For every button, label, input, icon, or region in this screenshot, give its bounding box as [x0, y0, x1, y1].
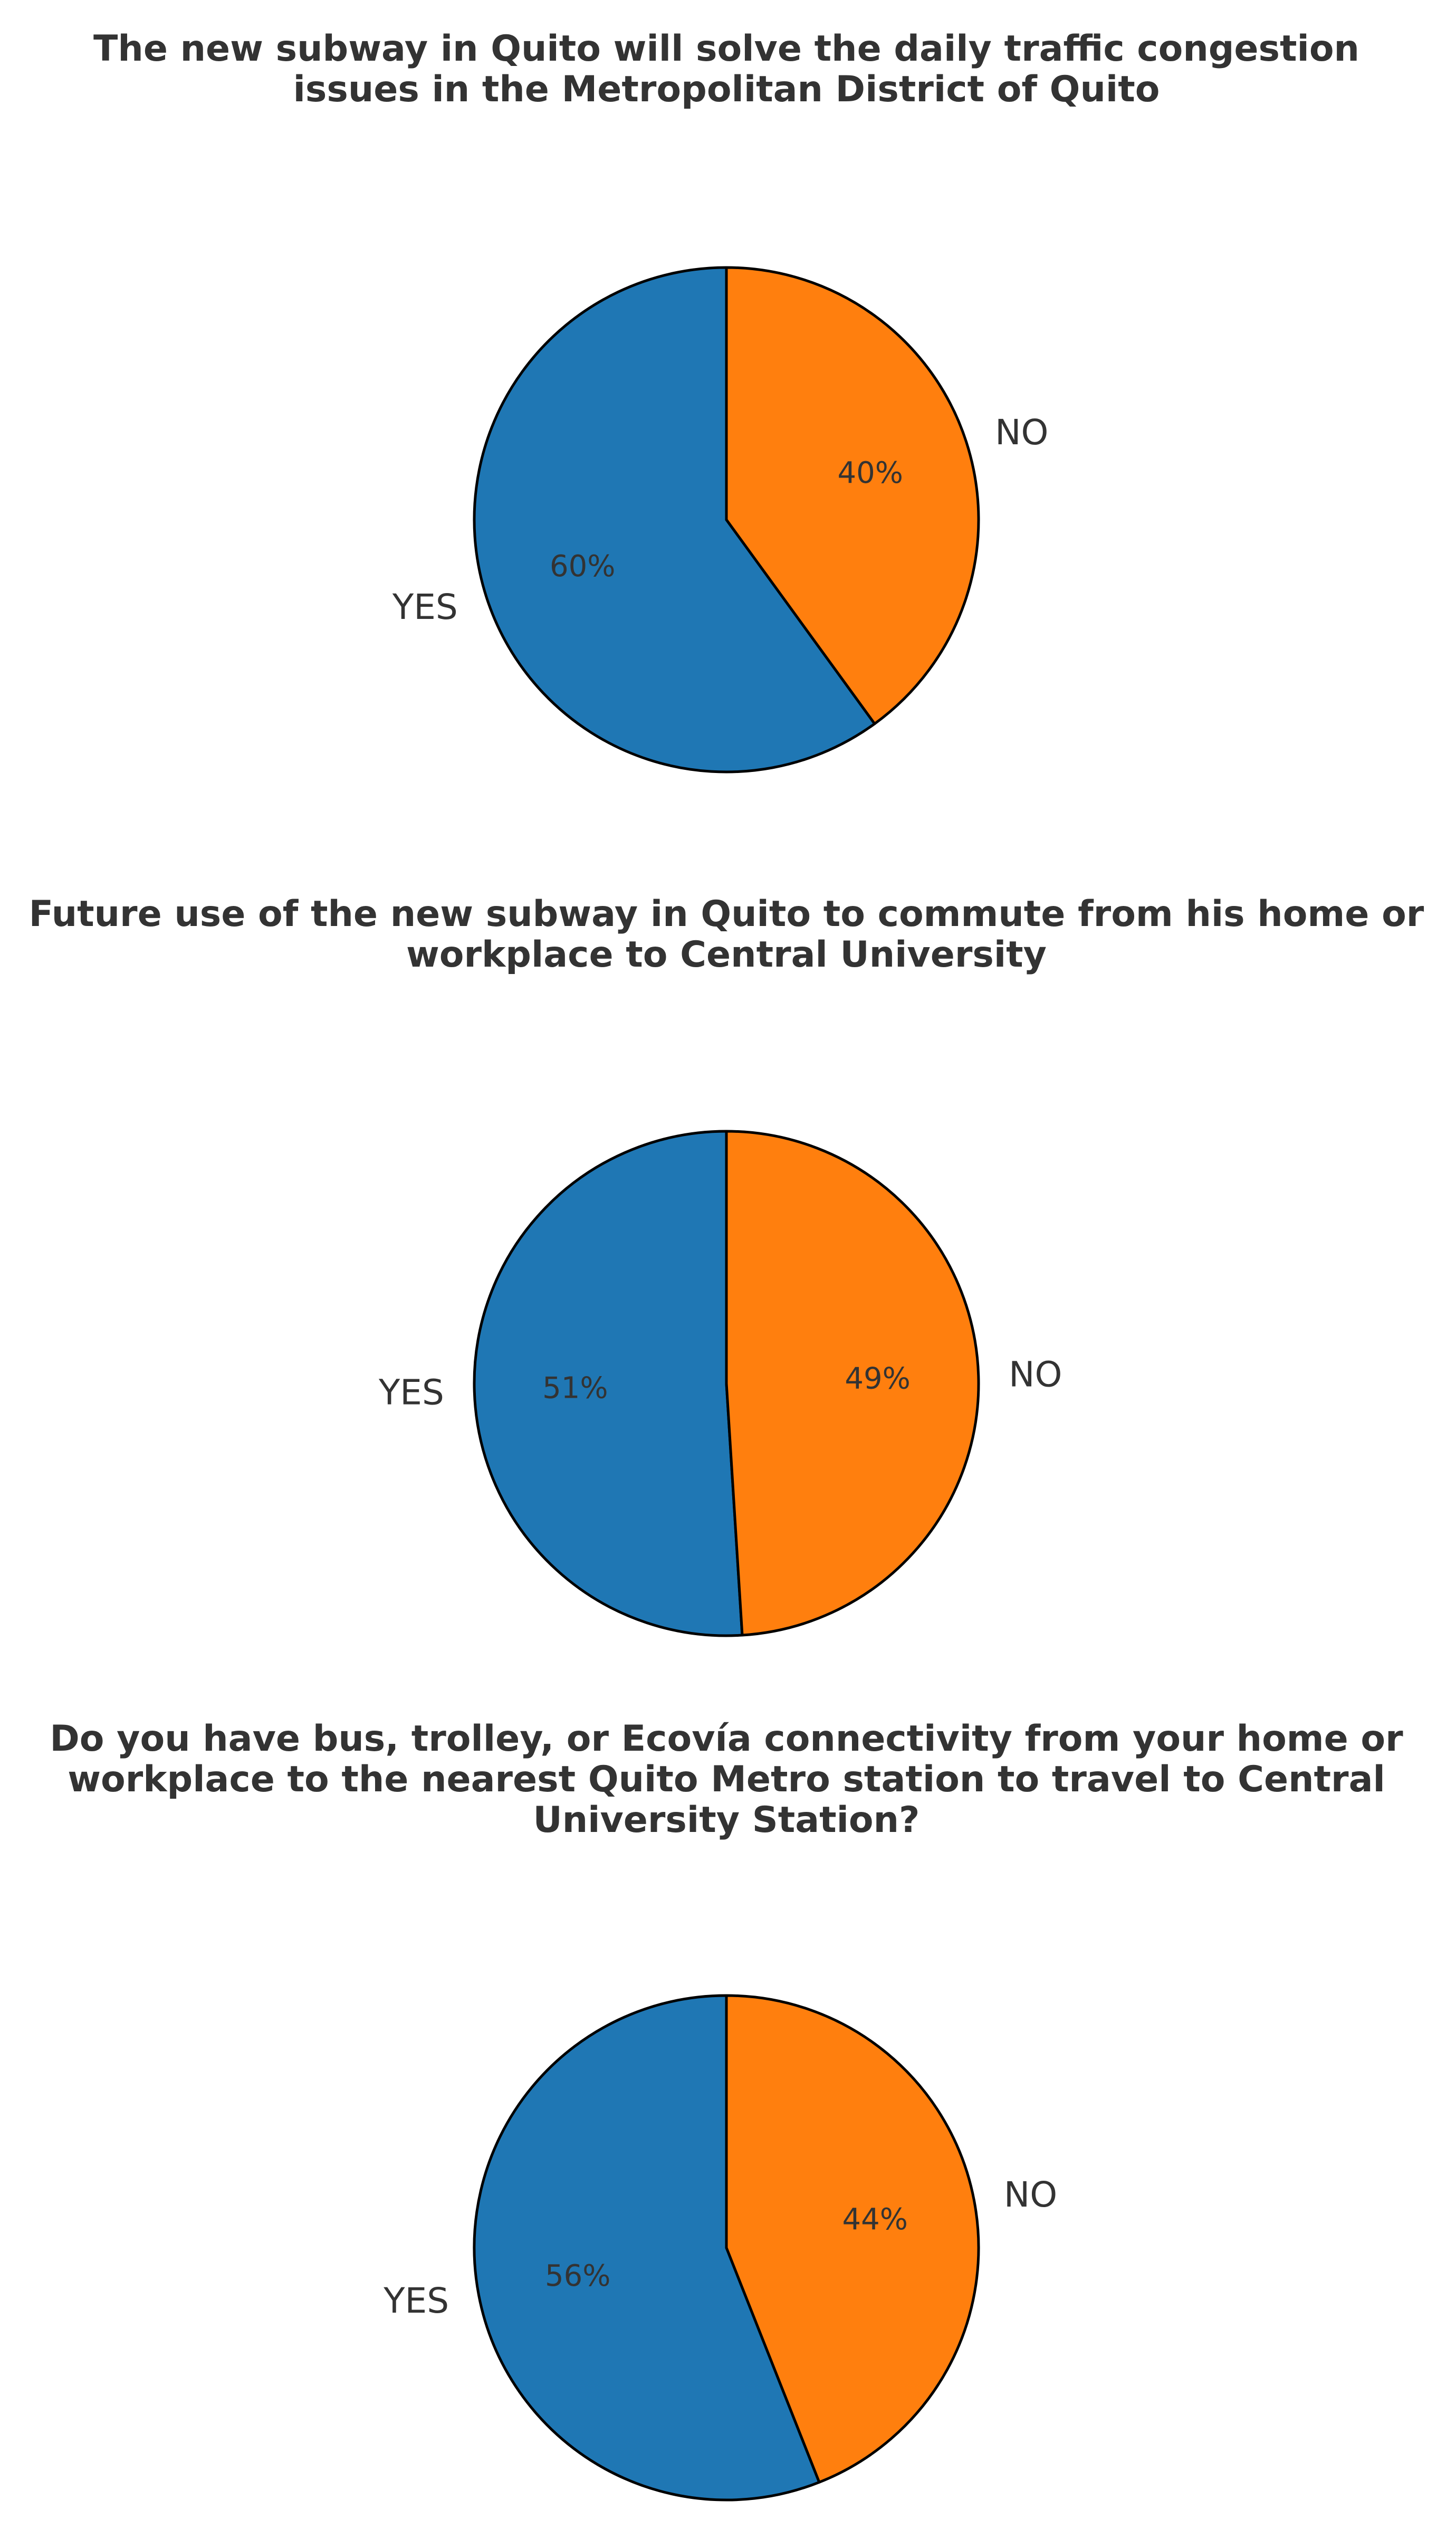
slice-category-label-no: NO — [995, 412, 1048, 453]
pie-slice-no — [725, 1994, 980, 2484]
pie-slice-yes — [473, 1130, 744, 1637]
slice-category-label-no: NO — [1009, 1354, 1062, 1395]
pie-slice-yes — [473, 1994, 821, 2502]
slice-value-label-no: 49% — [845, 1361, 910, 1396]
pie-slice-no — [725, 1130, 980, 1637]
slice-value-label-yes: 51% — [542, 1371, 608, 1406]
chart-title: Future use of the new subway in Quito to… — [29, 893, 1424, 976]
slice-category-label-yes: YES — [378, 1372, 444, 1412]
slice-value-label-no: 44% — [842, 2202, 907, 2237]
pie-chart-2: Future use of the new subway in Quito to… — [29, 893, 1424, 1637]
pie-slice-yes — [473, 266, 876, 774]
slice-category-label-yes: YES — [392, 587, 458, 627]
slice-category-label-no: NO — [1004, 2174, 1057, 2215]
slice-value-label-yes: 60% — [550, 549, 615, 584]
slice-value-label-no: 40% — [838, 456, 903, 490]
chart-title: The new subway in Quito will solve the d… — [93, 28, 1359, 110]
slice-category-label-yes: YES — [383, 2280, 449, 2321]
pie-chart-3: Do you have bus, trolley, or Ecovía conn… — [50, 1718, 1403, 2502]
slice-value-label-yes: 56% — [545, 2259, 610, 2293]
chart-title: Do you have bus, trolley, or Ecovía conn… — [50, 1718, 1403, 1841]
pie-chart-1: The new subway in Quito will solve the d… — [93, 28, 1359, 774]
pie-slice-no — [725, 266, 980, 726]
